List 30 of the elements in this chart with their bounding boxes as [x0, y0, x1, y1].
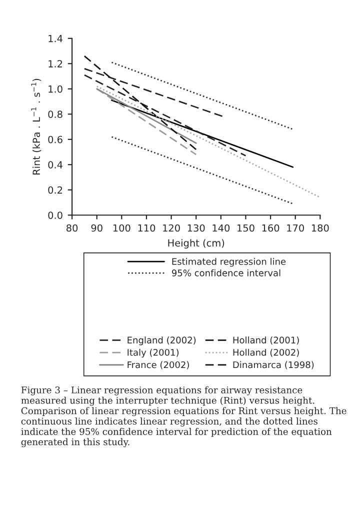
- x-tick-label: 90: [91, 224, 102, 232]
- legend-label: England (2002): [128, 336, 196, 346]
- legend-label: 95% confidence interval: [172, 269, 280, 276]
- x-tick-label: 150: [238, 224, 254, 232]
- y-tick-label: 1.2: [48, 60, 62, 68]
- caption: Figure 3 – Linear regression equations for airway resistance measured using the interrupter technique (Rint) versus height. Comparison of linear regression equations for Rint versus height. The continuous line indicates linear regression, and the dotted lines indicate the 95% confidence interval for prediction of the equation generated in this study.: [21, 386, 346, 448]
- x-axis-title: Height (cm): [168, 239, 224, 249]
- x-tick-label: 120: [163, 224, 180, 232]
- y-tick-label: 1.4: [48, 34, 62, 42]
- legend-label: Holland (2002): [233, 348, 299, 357]
- x-tick-label: 100: [113, 224, 130, 232]
- y-axis-title: Rint (kPa . L$^{−1}$ . s$^{−1}$): [31, 78, 42, 175]
- y-tick-label: 0.6: [48, 136, 62, 144]
- y-tick-label: 0.2: [48, 186, 62, 194]
- x-tick-label: 160: [262, 224, 280, 232]
- x-tick-label: 180: [312, 224, 329, 232]
- legend-label: Dinamarca (1998): [233, 361, 314, 370]
- legend-label: Holland (2001): [233, 336, 299, 345]
- x-tick-label: 130: [188, 224, 205, 232]
- x-tick-label: 80: [66, 224, 78, 232]
- legend-label: Italy (2001): [128, 348, 179, 358]
- y-tick-label: 0.8: [48, 110, 62, 118]
- legend-label: France (2002): [128, 361, 189, 370]
- y-tick-label: 1.0: [48, 85, 62, 93]
- x-tick-label: 140: [212, 224, 230, 232]
- x-tick-label: 110: [138, 224, 156, 232]
- y-tick-label: 0.0: [48, 212, 62, 219]
- y-tick-label: 0.4: [48, 161, 62, 168]
- legend-label: Estimated regression line: [172, 258, 286, 267]
- x-tick-label: 170: [287, 224, 304, 232]
